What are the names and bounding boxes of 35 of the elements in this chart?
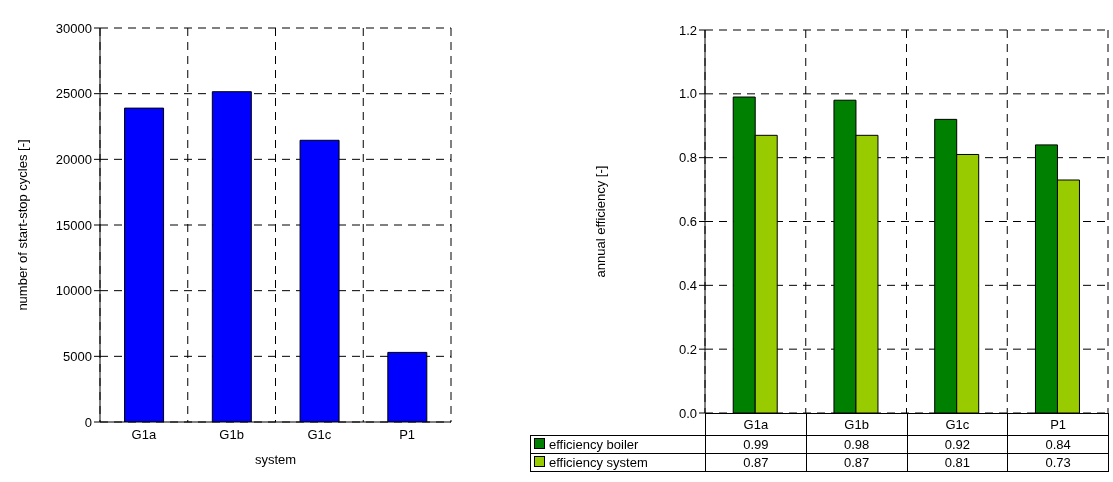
data-label: 0.99 <box>705 435 807 454</box>
data-label: 0.87 <box>806 453 907 472</box>
x-tick-label: G1a <box>131 427 157 443</box>
data-label: 0.84 <box>1007 435 1109 454</box>
y-tick-label: 20000 <box>55 151 92 167</box>
y-tick-label: 0.8 <box>678 150 697 166</box>
y-tick-label: 0.4 <box>678 277 697 293</box>
x-axis-title: system <box>254 452 297 467</box>
y-tick-label: 5000 <box>63 348 92 364</box>
y-tick-label: 0.0 <box>678 405 697 421</box>
x-tick-label: G1b <box>806 413 907 436</box>
y-tick-label: 30000 <box>55 20 92 36</box>
data-label: 0.73 <box>1007 453 1109 472</box>
y-tick-label: 15000 <box>55 217 92 233</box>
legend-label: efficiency system <box>530 453 706 472</box>
x-tick-label: G1c <box>907 413 1008 436</box>
y-tick-label: 1.2 <box>678 22 697 38</box>
y-tick-label: 25000 <box>55 86 92 102</box>
x-tick-label: P1 <box>399 427 416 443</box>
y-tick-label: 1.0 <box>678 86 697 102</box>
data-label: 0.98 <box>806 435 907 454</box>
y-tick-label: 0.2 <box>678 341 697 357</box>
y-tick-label: 0.6 <box>678 214 697 230</box>
y-axis-title: annual efficiency [-] <box>592 165 608 278</box>
x-tick-label: G1b <box>219 427 244 443</box>
y-tick-label: 0 <box>84 414 92 430</box>
y-axis-title: number of start-stop cycles [-] <box>14 139 30 311</box>
x-tick-label: G1a <box>705 413 807 436</box>
x-tick-label: G1c <box>307 427 332 443</box>
y-tick-label: 10000 <box>55 283 92 299</box>
data-label: 0.81 <box>907 453 1008 472</box>
legend-label: efficiency boiler <box>530 435 706 454</box>
x-tick-label: P1 <box>1007 413 1109 436</box>
data-label: 0.92 <box>907 435 1008 454</box>
data-label: 0.87 <box>705 453 807 472</box>
